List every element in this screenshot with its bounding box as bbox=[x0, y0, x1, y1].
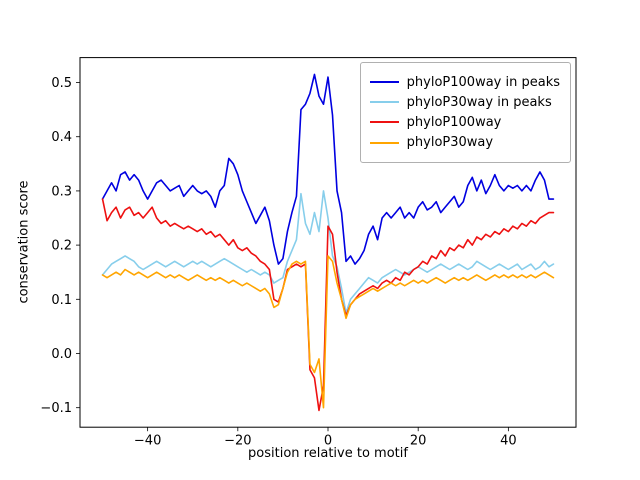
legend: phyloP100way in peaks phyloP30way in peak… bbox=[359, 62, 571, 163]
legend-entry: phyloP100way bbox=[369, 114, 560, 131]
x-tick-label: −40 bbox=[134, 434, 161, 449]
y-tick-label: 0.2 bbox=[51, 239, 72, 254]
legend-label: phyloP30way in peaks bbox=[406, 94, 552, 110]
legend-label: phyloP100way in peaks bbox=[406, 74, 560, 90]
x-tick-label: 40 bbox=[500, 434, 517, 449]
legend-entry: phyloP100way in peaks bbox=[369, 74, 560, 91]
legend-line-swatch bbox=[369, 141, 399, 144]
y-tick-label: 0.1 bbox=[51, 293, 72, 308]
axes-frame bbox=[79, 57, 577, 428]
series-line-2 bbox=[101, 190, 555, 314]
series-line-4 bbox=[101, 255, 555, 409]
y-tick-label: 0.0 bbox=[51, 347, 72, 362]
y-tick-label: −0.1 bbox=[40, 401, 72, 416]
y-axis-label: conservation score bbox=[16, 180, 32, 304]
legend-entry: phyloP30way in peaks bbox=[369, 94, 560, 111]
y-tick-label: 0.5 bbox=[51, 76, 72, 91]
legend-label: phyloP100way bbox=[406, 114, 502, 130]
y-tick-label: 0.3 bbox=[51, 184, 72, 199]
x-tick-label: 20 bbox=[410, 434, 427, 449]
x-axis-label: position relative to motif bbox=[248, 446, 408, 461]
x-tick-label: −20 bbox=[224, 434, 251, 449]
legend-line-swatch bbox=[369, 81, 399, 84]
series-line-3 bbox=[101, 198, 555, 412]
x-tick-label: 0 bbox=[324, 434, 332, 449]
legend-entry: phyloP30way bbox=[369, 134, 560, 151]
y-tick-label: 0.4 bbox=[51, 130, 72, 145]
series-line-1 bbox=[101, 73, 555, 265]
legend-line-swatch bbox=[369, 101, 399, 104]
legend-label: phyloP30way bbox=[406, 134, 494, 150]
legend-line-swatch bbox=[369, 121, 399, 124]
